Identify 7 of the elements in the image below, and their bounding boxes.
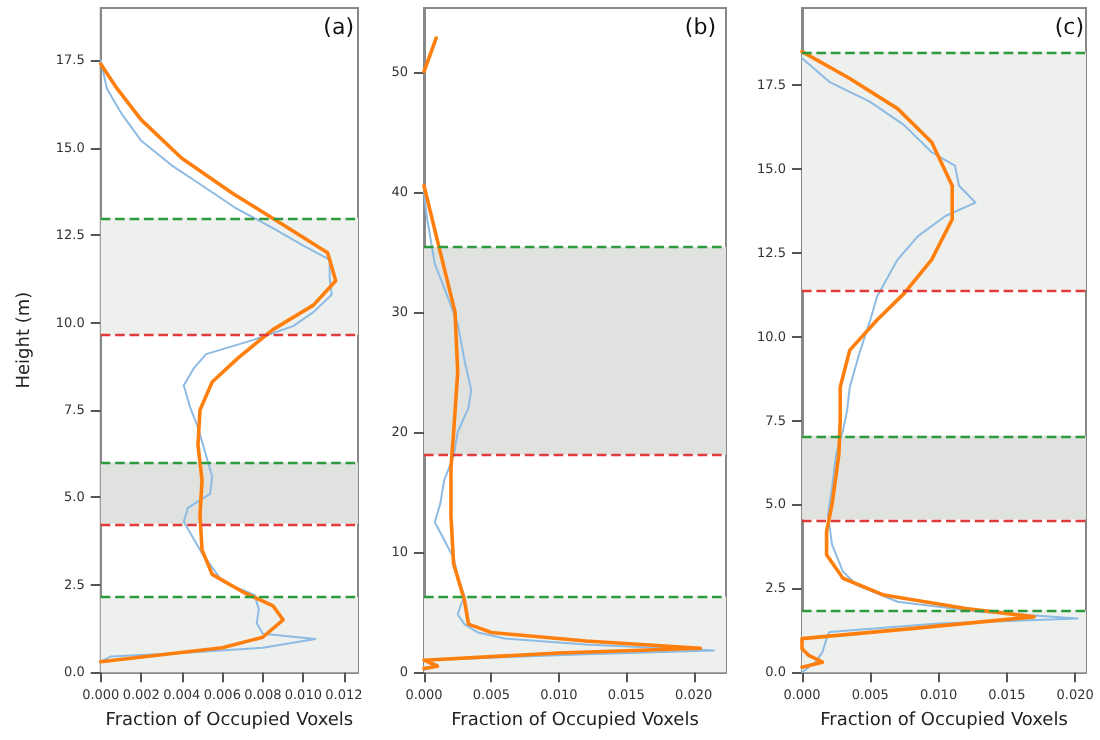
annotation: (a) (323, 14, 355, 40)
x-axis-title: Fraction of Occupied Voxels (451, 711, 700, 731)
x-axis-title: Fraction of Occupied Voxels (820, 711, 1069, 731)
x-axis-title: Fraction of Occupied Voxels (105, 711, 354, 731)
y-axis-title: Height (m) (15, 291, 35, 389)
annotation: (c) (1054, 14, 1085, 40)
annotation: (b) (684, 14, 717, 40)
